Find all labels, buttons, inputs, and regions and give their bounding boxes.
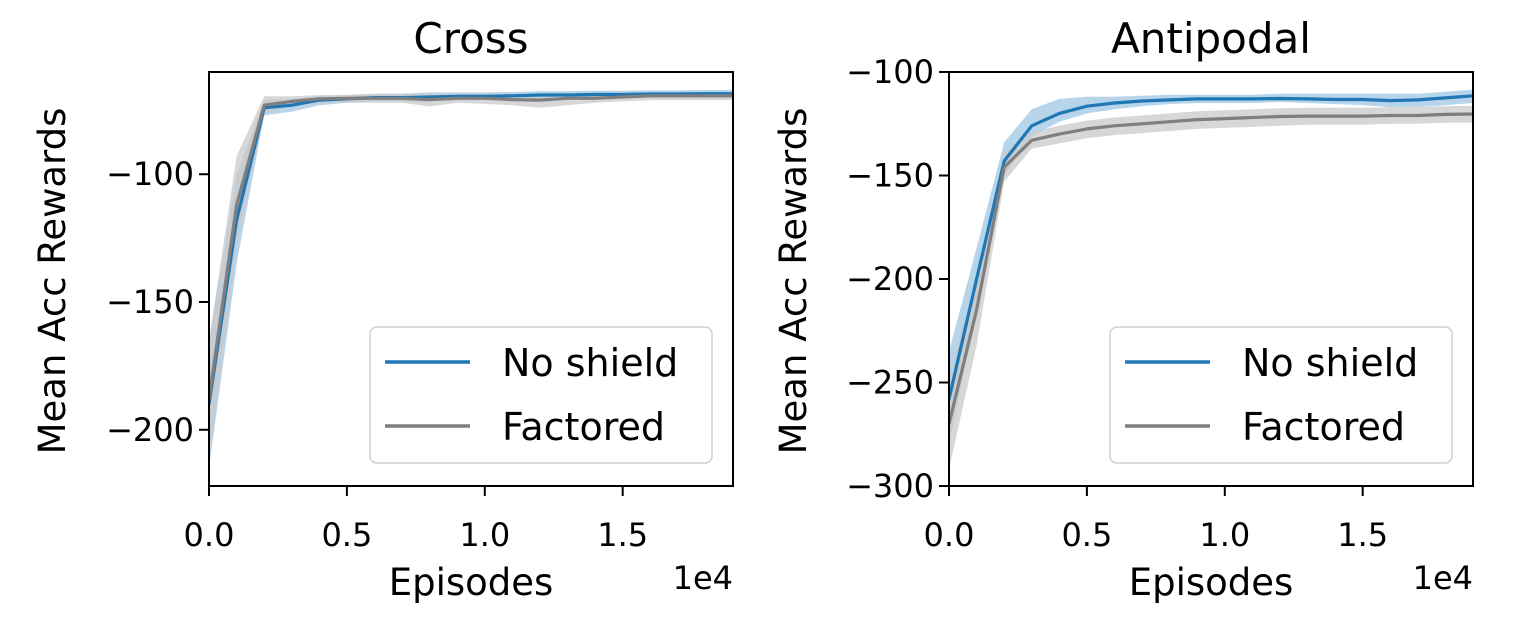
x-axis-label: Episodes bbox=[1129, 561, 1294, 604]
x-tick-label: 1.5 bbox=[597, 516, 648, 554]
legend-label-0: No shield bbox=[1242, 341, 1418, 385]
x-tick-label: 1.0 bbox=[1199, 516, 1250, 554]
plot-area bbox=[209, 89, 733, 469]
y-axis-label: Mean Acc Rewards bbox=[31, 108, 74, 455]
y-tick-label: −300 bbox=[846, 467, 934, 505]
x-tick-label: 0.5 bbox=[1061, 516, 1112, 554]
chart-panel-0: 0.0 0.5 1.0 1.5 −100 −150 −200 Cross Episodes 1e4… bbox=[31, 14, 734, 604]
plot-area bbox=[949, 89, 1473, 470]
legend-label-0: No shield bbox=[502, 341, 678, 385]
legend-label-1: Factored bbox=[502, 405, 665, 449]
series-line-0 bbox=[209, 92, 733, 405]
chart-title: Cross bbox=[413, 14, 528, 63]
series-line-0 bbox=[949, 94, 1473, 400]
x-axis-offset-label: 1e4 bbox=[1413, 559, 1473, 597]
series-line-1 bbox=[209, 94, 733, 400]
x-tick-label: 0.0 bbox=[184, 516, 235, 554]
x-tick-label: 0.0 bbox=[924, 516, 975, 554]
confidence-band-0 bbox=[209, 89, 733, 469]
series-line-1 bbox=[949, 112, 1473, 425]
legend: No shield Factored bbox=[369, 326, 713, 464]
chart-panel-1: 0.0 0.5 1.0 1.5 −100 −150 −200 −250 −300 Antipoda… bbox=[772, 14, 1474, 604]
y-tick-label: −200 bbox=[106, 411, 194, 449]
chart-title: Antipodal bbox=[1111, 14, 1311, 63]
x-tick-label: 0.5 bbox=[321, 516, 372, 554]
x-tick-label: 1.5 bbox=[1337, 516, 1388, 554]
y-tick-label: −250 bbox=[846, 364, 934, 402]
x-tick-label: 1.0 bbox=[459, 516, 510, 554]
y-tick-label: −100 bbox=[106, 155, 194, 193]
y-tick-label: −150 bbox=[106, 283, 194, 321]
y-tick-label: −100 bbox=[846, 53, 934, 91]
plot-frame bbox=[208, 71, 734, 487]
y-tick-label: −150 bbox=[846, 157, 934, 195]
x-axis-label: Episodes bbox=[389, 561, 554, 604]
y-tick-label: −200 bbox=[846, 260, 934, 298]
x-axis-offset-label: 1e4 bbox=[673, 559, 733, 597]
y-axis-label: Mean Acc Rewards bbox=[772, 108, 815, 455]
legend: No shield Factored bbox=[1109, 326, 1453, 464]
legend-label-1: Factored bbox=[1242, 405, 1405, 449]
